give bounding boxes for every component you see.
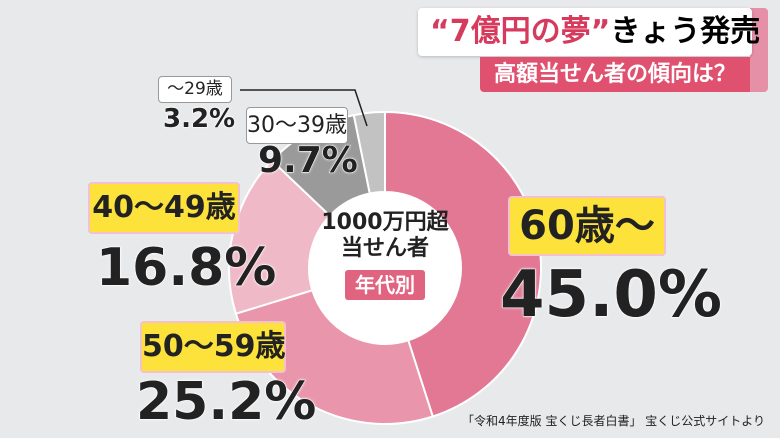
value-40-49: 16.8% xyxy=(95,238,277,299)
headline: “7億円の夢”きょう発売 xyxy=(418,8,760,56)
value-30-39: 9.7% xyxy=(258,140,359,182)
center-line1: 1000万円超 xyxy=(321,210,449,235)
center-badge: 年代別 xyxy=(345,270,425,300)
label-30-39: 30〜39歳 xyxy=(246,107,348,144)
headline-quote: “7億円の夢” xyxy=(430,14,611,49)
label-under-29: 〜29歳 xyxy=(158,76,232,103)
center-line2: 当せん者 xyxy=(340,236,429,261)
label-50-59: 50〜59歳 xyxy=(140,321,286,373)
source-note: 「令和4年度版 宝くじ長者白書」 宝くじ公式サイトより xyxy=(462,414,766,428)
subheadline: 高額当せん者の傾向は？ xyxy=(480,57,750,92)
value-50-59: 25.2% xyxy=(135,372,317,433)
header-accent-bar xyxy=(750,8,768,92)
value-under-29: 3.2% xyxy=(162,104,236,135)
leader-line xyxy=(240,89,368,127)
value-60-plus: 45.0% xyxy=(499,258,723,333)
headline-rest: きょう発売 xyxy=(610,14,761,49)
label-60-plus: 60歳〜 xyxy=(508,196,666,256)
label-40-49: 40〜49歳 xyxy=(88,182,240,234)
center-label: 1000万円超 当せん者 xyxy=(305,210,465,262)
donut-hole xyxy=(309,192,461,344)
